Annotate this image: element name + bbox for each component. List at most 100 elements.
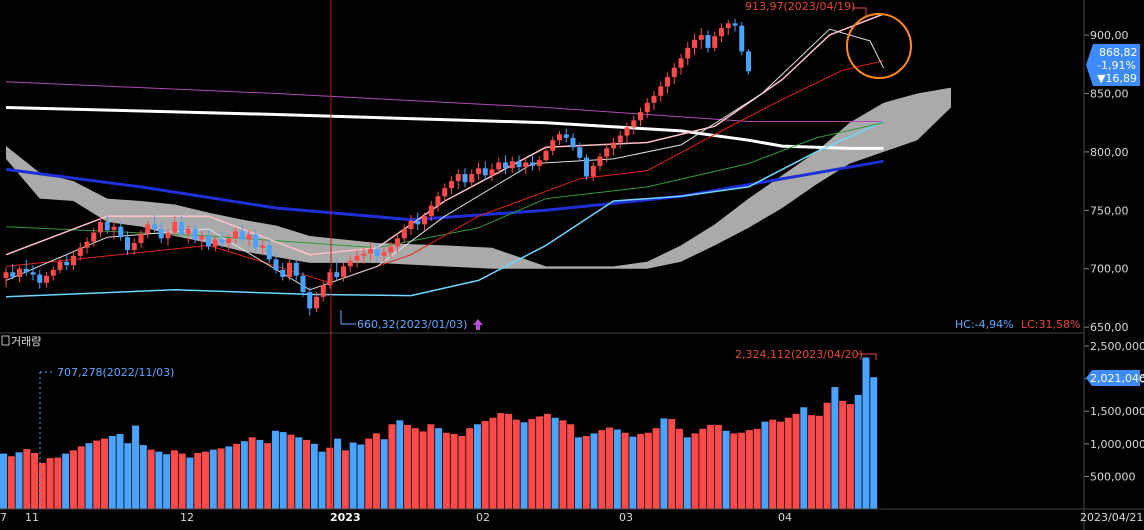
price-panel[interactable] xyxy=(3,13,1090,328)
volume-bar[interactable] xyxy=(139,445,147,509)
candle[interactable] xyxy=(523,157,529,175)
candle[interactable] xyxy=(577,142,583,162)
volume-bar[interactable] xyxy=(194,452,202,509)
volume-bar[interactable] xyxy=(450,434,458,509)
volume-bar[interactable] xyxy=(528,419,536,509)
volume-bar[interactable] xyxy=(839,400,847,509)
candle[interactable] xyxy=(361,247,367,265)
candle[interactable] xyxy=(422,212,427,231)
candle[interactable] xyxy=(23,259,29,276)
volume-bar[interactable] xyxy=(683,437,691,509)
volume-bar[interactable] xyxy=(318,451,326,509)
volume-bar[interactable] xyxy=(815,415,823,509)
candle[interactable] xyxy=(212,236,218,252)
volume-bar[interactable] xyxy=(155,451,163,509)
volume-bar[interactable] xyxy=(404,424,412,509)
candle[interactable] xyxy=(287,259,292,281)
volume-bar[interactable] xyxy=(427,424,435,509)
candle[interactable] xyxy=(104,216,110,234)
candle[interactable] xyxy=(266,239,272,263)
volume-bar[interactable] xyxy=(722,430,730,509)
volume-bar[interactable] xyxy=(334,438,342,509)
volume-bar[interactable] xyxy=(46,458,54,509)
volume-bar[interactable] xyxy=(31,452,39,509)
candle[interactable] xyxy=(725,19,731,36)
candle[interactable] xyxy=(98,217,103,238)
candle[interactable] xyxy=(449,176,454,194)
volume-bar[interactable] xyxy=(442,432,450,509)
candle[interactable] xyxy=(604,143,610,163)
volume-bar[interactable] xyxy=(629,436,637,509)
candle[interactable] xyxy=(415,212,421,231)
candle[interactable] xyxy=(44,272,49,288)
volume-bar[interactable] xyxy=(240,441,248,509)
candle[interactable] xyxy=(692,33,697,55)
candle[interactable] xyxy=(131,238,137,255)
volume-bar[interactable] xyxy=(186,457,194,509)
volume-bar[interactable] xyxy=(15,452,23,509)
volume-bar[interactable] xyxy=(101,438,108,509)
volume-bar[interactable] xyxy=(660,418,668,509)
candle[interactable] xyxy=(732,18,738,32)
volume-panel[interactable] xyxy=(0,345,1089,509)
volume-bar[interactable] xyxy=(512,419,520,509)
candle[interactable] xyxy=(165,229,171,246)
candle[interactable] xyxy=(624,122,630,143)
volume-bar[interactable] xyxy=(458,435,466,509)
candle[interactable] xyxy=(570,133,576,151)
candle[interactable] xyxy=(671,63,677,85)
volume-bar[interactable] xyxy=(699,428,707,509)
volume-bar[interactable] xyxy=(621,432,629,509)
candle[interactable] xyxy=(246,230,252,247)
candle[interactable] xyxy=(563,128,569,143)
volume-bar[interactable] xyxy=(357,444,365,509)
candle[interactable] xyxy=(658,81,664,102)
candle[interactable] xyxy=(64,254,70,270)
candle[interactable] xyxy=(408,214,414,235)
candle[interactable] xyxy=(631,115,637,135)
candle[interactable] xyxy=(705,30,711,53)
candle[interactable] xyxy=(482,161,488,180)
volume-bar[interactable] xyxy=(489,417,497,509)
candle[interactable] xyxy=(293,259,299,281)
volume-bar[interactable] xyxy=(264,443,272,509)
candle[interactable] xyxy=(739,22,745,55)
candle[interactable] xyxy=(428,200,434,221)
candle[interactable] xyxy=(651,91,657,110)
volume-bar[interactable] xyxy=(870,377,878,509)
candle[interactable] xyxy=(152,214,157,233)
candle[interactable] xyxy=(617,130,623,149)
volume-bar[interactable] xyxy=(287,434,295,509)
volume-bar[interactable] xyxy=(691,433,699,509)
volume-bar[interactable] xyxy=(574,437,582,509)
volume-bar[interactable] xyxy=(613,429,621,509)
volume-bar[interactable] xyxy=(69,450,77,509)
candle[interactable] xyxy=(77,243,83,261)
volume-bar[interactable] xyxy=(326,447,334,509)
candle[interactable] xyxy=(253,229,259,252)
candle[interactable] xyxy=(57,258,63,274)
volume-bar[interactable] xyxy=(77,446,85,509)
volume-bar[interactable] xyxy=(209,449,217,509)
candle[interactable] xyxy=(584,154,589,180)
candlestick-series[interactable] xyxy=(3,18,752,316)
candle[interactable] xyxy=(374,243,380,262)
volume-bar[interactable] xyxy=(738,432,746,509)
volume-bar[interactable] xyxy=(854,394,862,509)
volume-bar[interactable] xyxy=(551,417,559,509)
volume-bar[interactable] xyxy=(761,421,769,509)
volume-bar[interactable] xyxy=(675,428,683,509)
candle[interactable] xyxy=(698,28,704,50)
candle[interactable] xyxy=(91,227,97,247)
candle[interactable] xyxy=(111,222,117,240)
volume-bar[interactable] xyxy=(349,442,357,509)
volume-bar[interactable] xyxy=(396,420,404,509)
candle[interactable] xyxy=(388,241,394,259)
volume-bar[interactable] xyxy=(116,434,124,509)
candle[interactable] xyxy=(638,107,643,127)
volume-bar[interactable] xyxy=(163,454,171,509)
volume-bar[interactable] xyxy=(147,449,155,509)
candle[interactable] xyxy=(206,230,211,251)
volume-bar[interactable] xyxy=(388,424,396,509)
candle[interactable] xyxy=(300,272,306,297)
